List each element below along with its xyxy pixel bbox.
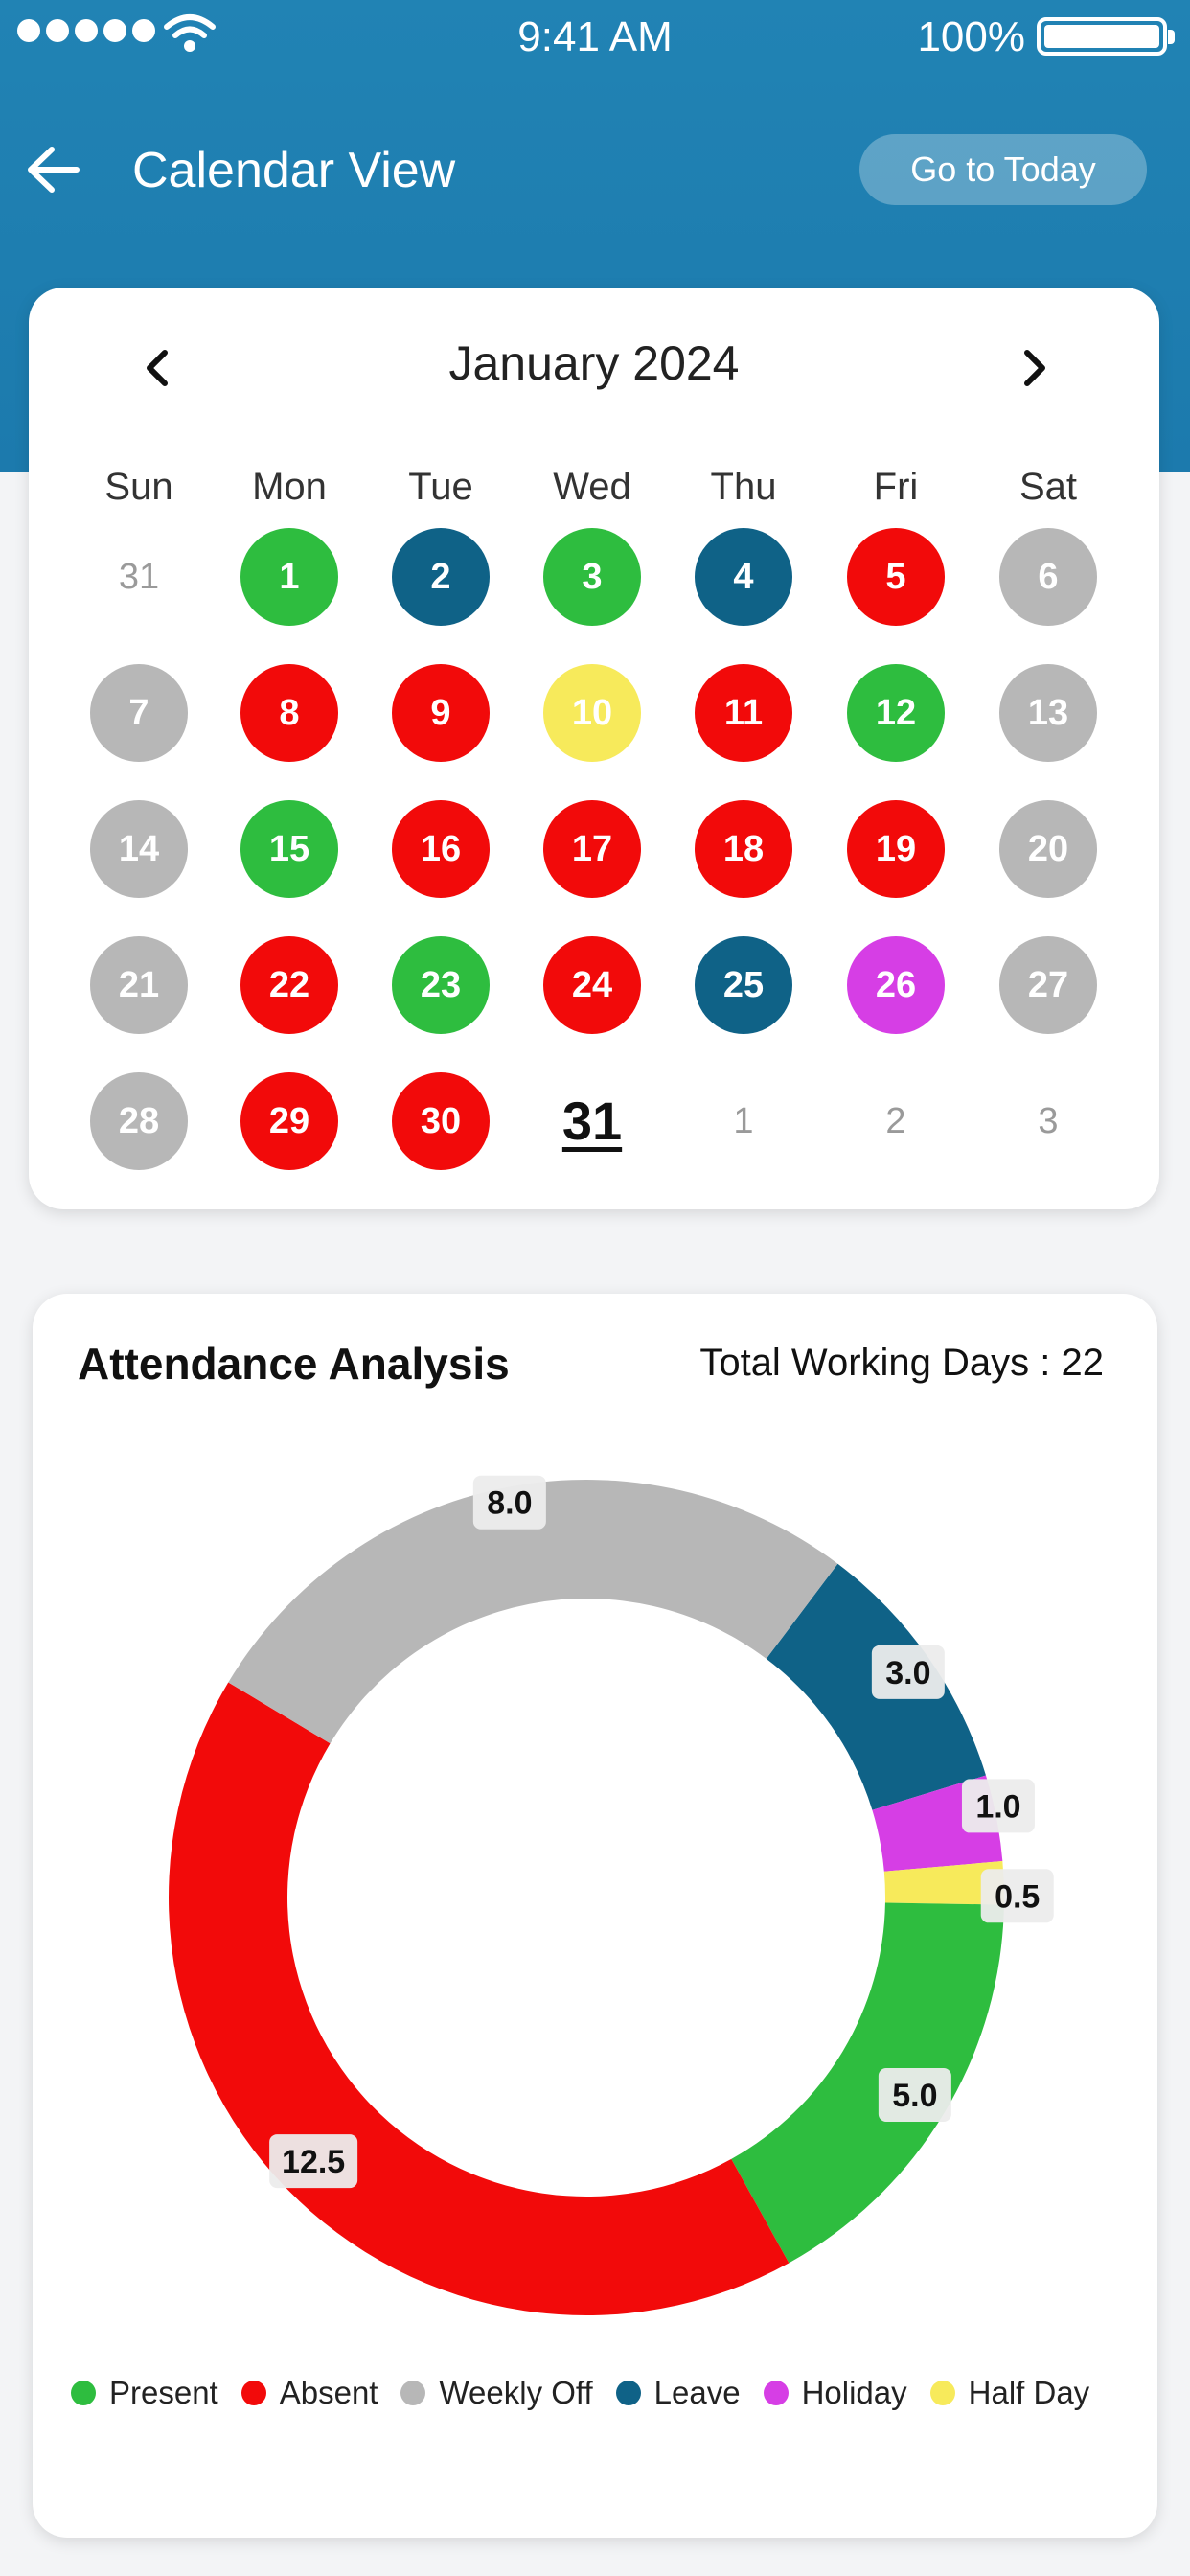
calendar-day-weekly-off[interactable]: 6 [999, 528, 1097, 626]
svg-text:1.0: 1.0 [975, 1788, 1020, 1825]
attendance-donut-chart: 3.0 1.0 0.5 5.0 12.5 8.0 [169, 1475, 1054, 2315]
calendar-day-present[interactable]: 3 [543, 528, 641, 626]
calendar-day-absent[interactable]: 17 [543, 800, 641, 898]
weekday-label: Fri [873, 466, 919, 508]
weekday-label: Mon [252, 466, 327, 508]
weekday-label: Sat [1018, 466, 1078, 508]
svg-text:8.0: 8.0 [487, 1485, 532, 1522]
previous-month-chevron-icon[interactable] [130, 339, 188, 397]
calendar-day-outside-month: 2 [885, 1101, 906, 1141]
calendar-day-weekly-off[interactable]: 27 [999, 936, 1097, 1034]
calendar-card: January 2024 Sun Mon Tue Wed Thu Fri Sat 31 1 2 3… [29, 288, 1159, 1209]
calendar-day-holiday[interactable]: 26 [847, 936, 945, 1034]
status-bar: 9:41 AM 100% [0, 0, 1190, 73]
donut-data-label: 8.0 [472, 1475, 546, 1530]
calendar-day-weekly-off[interactable]: 21 [90, 936, 188, 1034]
signal-strength-icon [17, 19, 155, 42]
legend-color-dot [71, 2380, 96, 2405]
calendar-day-weekly-off[interactable]: 20 [999, 800, 1097, 898]
calendar-day-absent[interactable]: 24 [543, 936, 641, 1034]
page-title: Calendar View [132, 143, 456, 198]
wifi-icon [164, 14, 216, 52]
battery-icon [1037, 17, 1175, 56]
legend-item-leave: Leave [615, 2375, 741, 2411]
donut-data-label: 1.0 [961, 1779, 1035, 1833]
legend-item-half-day: Half Day [929, 2375, 1090, 2411]
calendar-day-outside-month: 1 [733, 1101, 754, 1141]
attendance-analysis-card: Attendance Analysis Total Working Days :… [33, 1294, 1157, 2538]
calendar-day-absent[interactable]: 29 [240, 1072, 338, 1170]
month-title: January 2024 [448, 336, 740, 390]
donut-data-label: 0.5 [980, 1869, 1054, 1923]
calendar-day-leave[interactable]: 25 [695, 936, 792, 1034]
calendar-day-absent[interactable]: 16 [392, 800, 490, 898]
calendar-day-present[interactable]: 23 [392, 936, 490, 1034]
calendar-day-present[interactable]: 12 [847, 664, 945, 762]
status-time: 9:41 AM [517, 13, 673, 60]
chart-legend: Present Absent Weekly Off Leave Holiday Half … [71, 2375, 1144, 2411]
legend-label: Absent [279, 2375, 378, 2410]
legend-color-dot [615, 2380, 641, 2405]
svg-text:3.0: 3.0 [885, 1655, 930, 1691]
donut-slice-present [731, 1902, 1004, 2264]
weekday-label: Sun [104, 466, 173, 508]
donut-slice-weekly-off [228, 1480, 838, 1744]
legend-item-present: Present [71, 2375, 218, 2411]
battery-percentage: 100% [917, 13, 1025, 60]
calendar-day-outside-month: 3 [1038, 1101, 1059, 1141]
calendar-day-absent[interactable]: 30 [392, 1072, 490, 1170]
analysis-title: Attendance Analysis [78, 1339, 510, 1389]
legend-color-dot [240, 2380, 266, 2405]
calendar-day-absent[interactable]: 22 [240, 936, 338, 1034]
calendar-day-absent[interactable]: 9 [392, 664, 490, 762]
next-month-chevron-icon[interactable] [1004, 339, 1062, 397]
calendar-day-absent[interactable]: 5 [847, 528, 945, 626]
go-to-today-button[interactable]: Go to Today [859, 134, 1147, 205]
calendar-day-weekly-off[interactable]: 13 [999, 664, 1097, 762]
calendar-day-present[interactable]: 15 [240, 800, 338, 898]
legend-item-absent: Absent [240, 2375, 378, 2411]
legend-item-holiday: Holiday [763, 2375, 907, 2411]
calendar-day-outside-month: 31 [118, 557, 160, 597]
legend-label: Half Day [968, 2375, 1090, 2410]
legend-label: Weekly Off [439, 2375, 593, 2410]
legend-color-dot [763, 2380, 789, 2405]
svg-text:12.5: 12.5 [282, 2144, 345, 2180]
legend-label: Leave [653, 2375, 741, 2410]
legend-label: Present [109, 2375, 218, 2410]
back-arrow-icon[interactable] [25, 144, 82, 196]
calendar-day-leave[interactable]: 4 [695, 528, 792, 626]
calendar-day-present[interactable]: 1 [240, 528, 338, 626]
legend-color-dot [929, 2380, 955, 2405]
donut-slice-half-day [883, 1861, 1004, 1905]
donut-data-label: 3.0 [871, 1644, 945, 1699]
weekday-label: Thu [710, 466, 777, 508]
weekday-label: Tue [408, 466, 473, 508]
weekday-label: Wed [553, 466, 631, 508]
calendar-day-leave[interactable]: 2 [392, 528, 490, 626]
calendar-day-half-day[interactable]: 10 [543, 664, 641, 762]
calendar-day-weekly-off[interactable]: 14 [90, 800, 188, 898]
svg-text:5.0: 5.0 [892, 2078, 937, 2114]
legend-label: Holiday [801, 2375, 907, 2410]
calendar-day-absent[interactable]: 8 [240, 664, 338, 762]
calendar-day-weekly-off[interactable]: 28 [90, 1072, 188, 1170]
calendar-day-absent[interactable]: 19 [847, 800, 945, 898]
donut-data-label: 12.5 [269, 2134, 358, 2189]
calendar-day-weekly-off[interactable]: 7 [90, 664, 188, 762]
calendar-day-absent[interactable]: 18 [695, 800, 792, 898]
total-working-days: Total Working Days : 22 [699, 1342, 1104, 1384]
donut-slice-absent [169, 1682, 790, 2315]
calendar-day-today[interactable]: 31 [561, 1091, 623, 1151]
legend-item-weekly-off: Weekly Off [400, 2375, 593, 2411]
donut-data-label: 5.0 [878, 2068, 951, 2123]
calendar-day-absent[interactable]: 11 [695, 664, 792, 762]
legend-color-dot [400, 2380, 426, 2405]
svg-text:0.5: 0.5 [995, 1878, 1040, 1915]
